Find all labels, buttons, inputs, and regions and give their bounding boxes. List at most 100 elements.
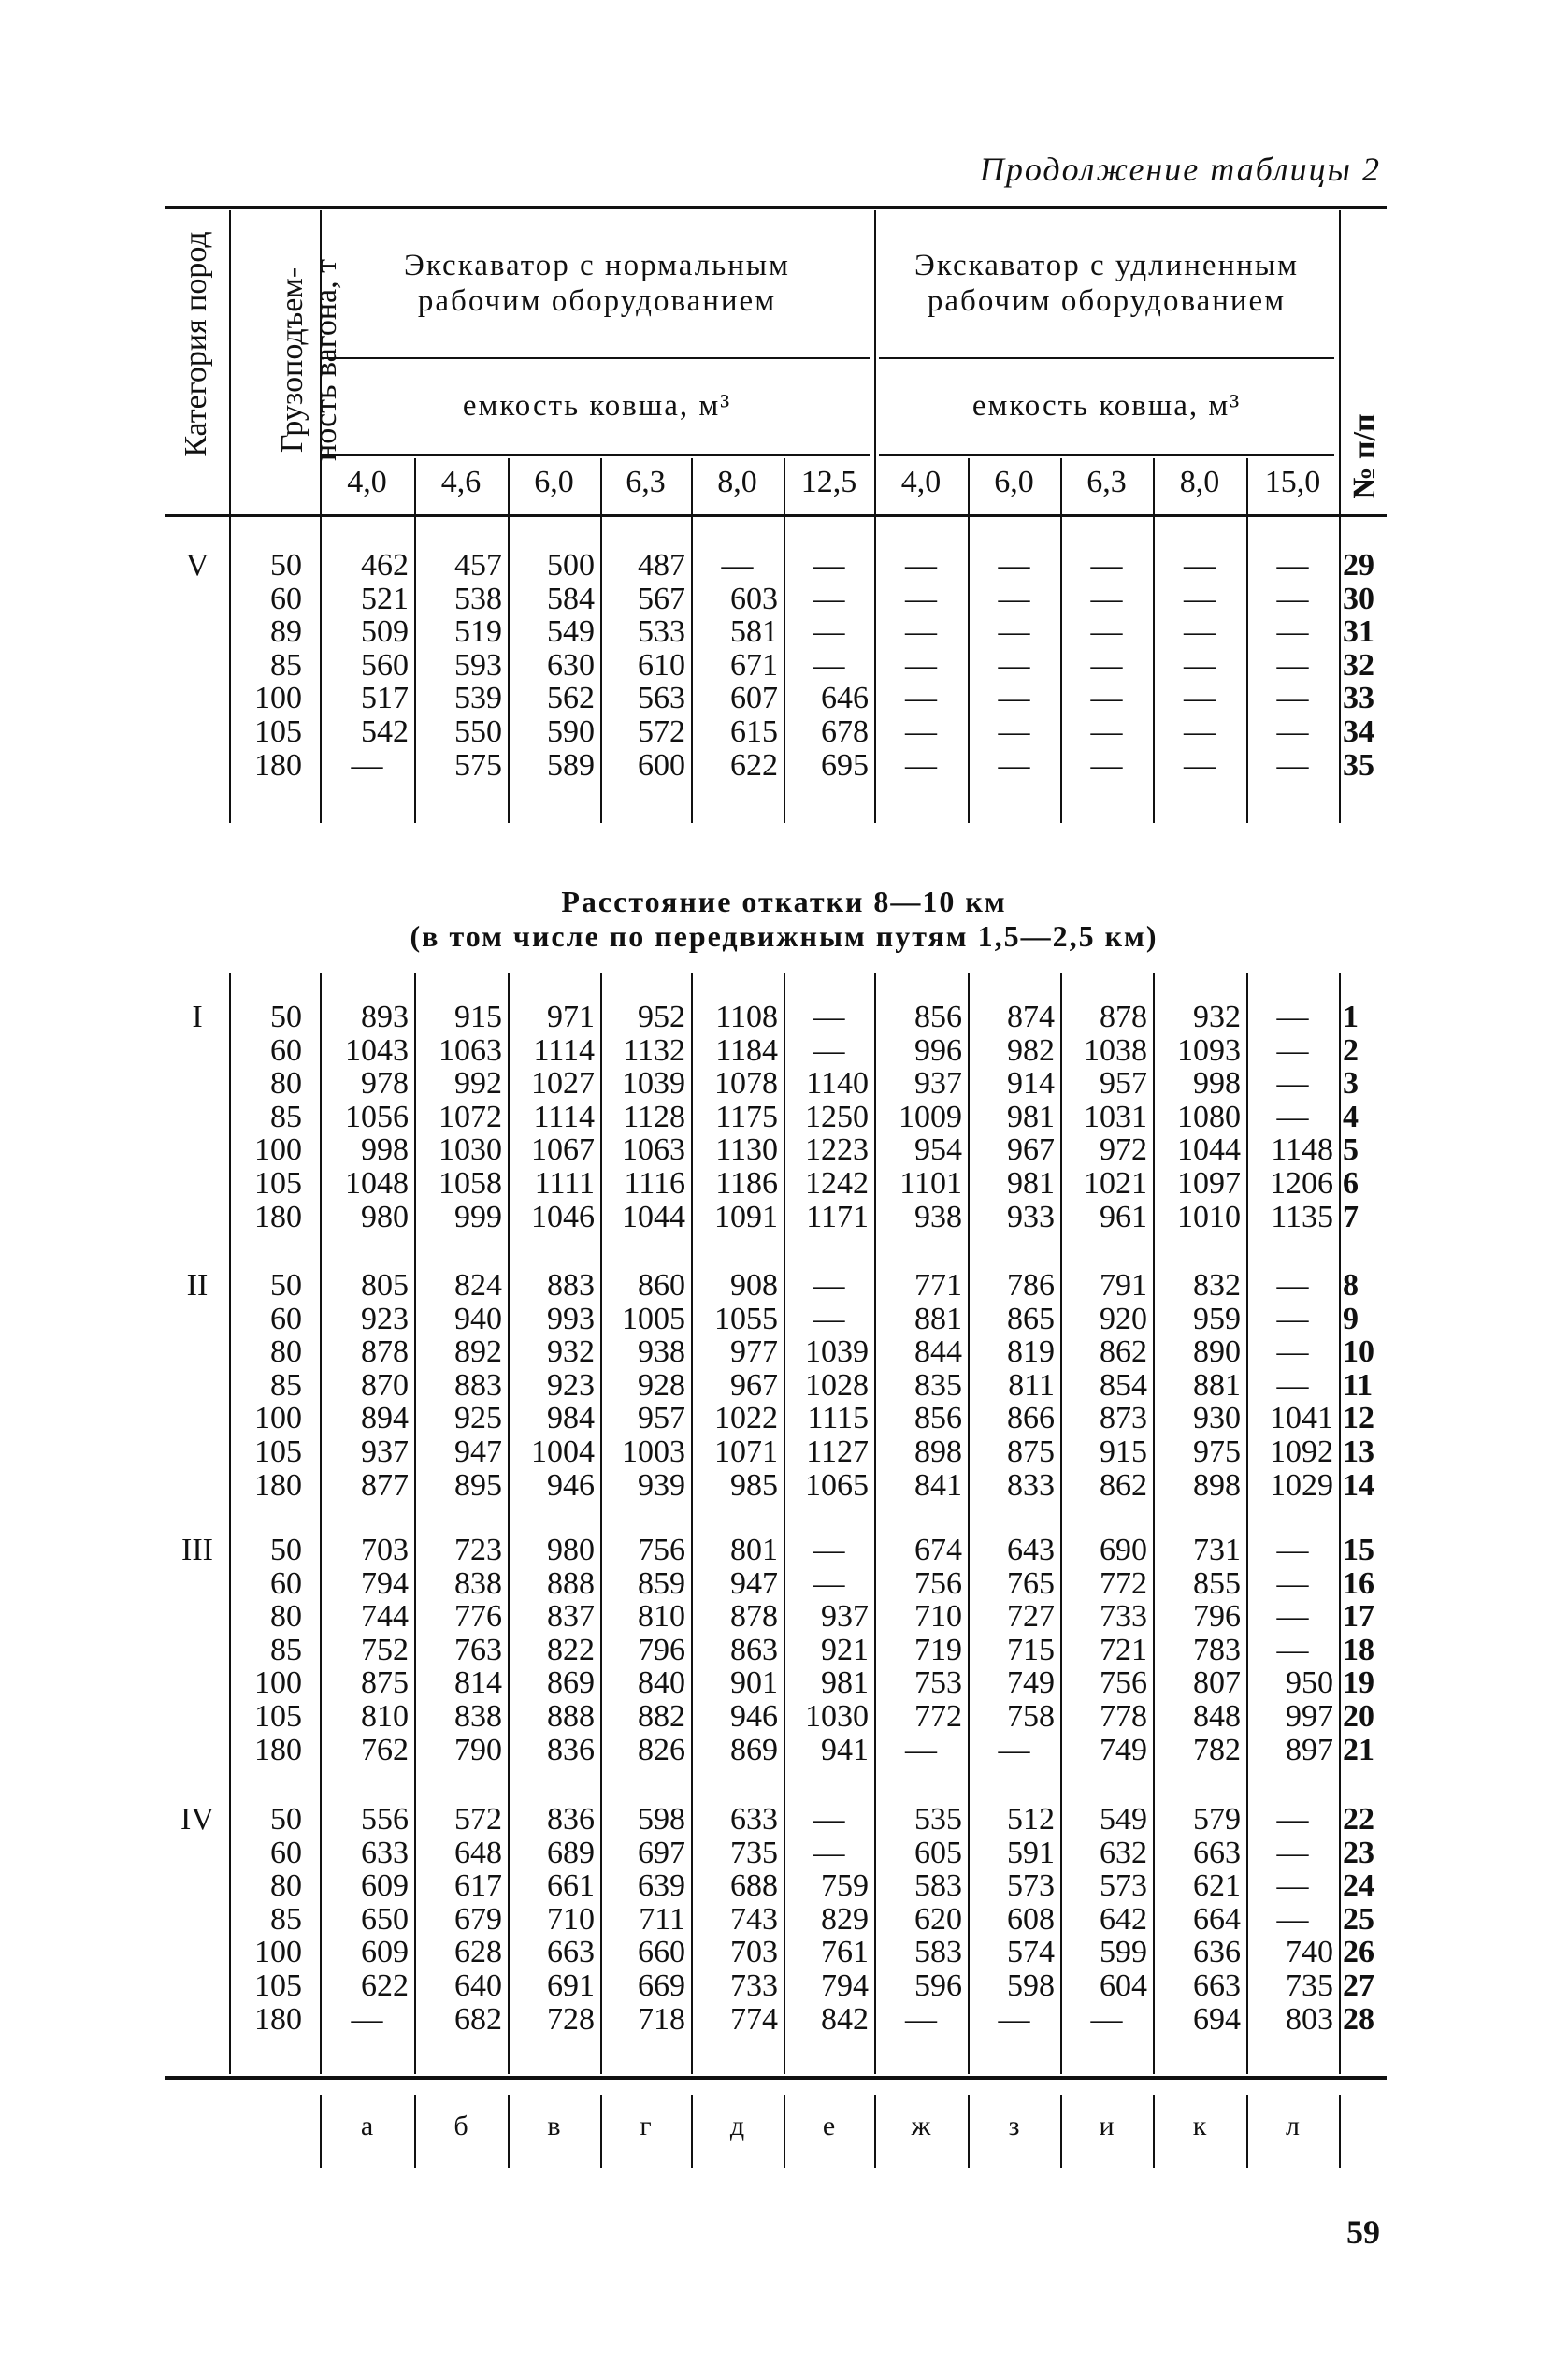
- wagon-capacity: 89: [270, 614, 302, 650]
- column-divider: [1246, 2095, 1248, 2168]
- table-cell: 715: [1007, 1632, 1055, 1667]
- table-cell: 549: [547, 614, 595, 650]
- table-cell: 875: [1007, 1434, 1055, 1469]
- column-divider: [1153, 458, 1155, 514]
- table-cell: 930: [1193, 1401, 1241, 1436]
- table-cell: 981: [1007, 1099, 1055, 1134]
- row-number: 7: [1343, 1199, 1359, 1234]
- table-cell: 1093: [1177, 1032, 1241, 1068]
- column-letter: а: [360, 2111, 374, 2141]
- table-cell: 535: [914, 1802, 962, 1837]
- table-cell: 778: [1100, 1699, 1147, 1734]
- table-cell: 679: [454, 1901, 502, 1937]
- table-cell: 776: [454, 1599, 502, 1635]
- row-number: 31: [1343, 614, 1374, 650]
- table-cell: 607: [730, 681, 778, 716]
- wagon-capacity: 105: [254, 1166, 302, 1201]
- row-number: 27: [1343, 1968, 1374, 2003]
- table-cell: 743: [730, 1901, 778, 1937]
- table-cell: 837: [547, 1599, 595, 1635]
- column-divider: [691, 973, 693, 2074]
- table-cell: —: [813, 1565, 845, 1601]
- table-cell: 796: [1193, 1599, 1241, 1635]
- table-cell: 671: [730, 647, 778, 683]
- table-cell: 862: [1100, 1467, 1147, 1503]
- table-cell: 1038: [1084, 1032, 1147, 1068]
- table-cell: 999: [454, 1199, 502, 1234]
- column-divider: [784, 458, 785, 514]
- column-divider: [691, 458, 693, 514]
- table-cell: 1058: [439, 1166, 502, 1201]
- table-cell: 893: [361, 1000, 409, 1034]
- column-divider: [1339, 210, 1341, 514]
- column-divider: [1153, 2095, 1155, 2168]
- page-number: 59: [1346, 2213, 1380, 2251]
- table-cell: 914: [1007, 1066, 1055, 1102]
- table-cell: 859: [638, 1565, 685, 1601]
- table-cell: 622: [730, 747, 778, 783]
- bucket-size: 4,0: [347, 465, 387, 499]
- table-cell: 533: [638, 614, 685, 650]
- table-cell: —: [1184, 714, 1216, 749]
- table-cell: —: [1184, 581, 1216, 616]
- table-cell: 1080: [1177, 1099, 1241, 1134]
- table-cell: —: [1276, 1334, 1309, 1370]
- column-divider: [1060, 2095, 1062, 2168]
- table-cell: 1039: [622, 1066, 685, 1102]
- row-number: 3: [1343, 1066, 1359, 1102]
- table-cell: 840: [638, 1665, 685, 1701]
- table-cell: —: [1184, 647, 1216, 683]
- table-cell: 727: [1007, 1599, 1055, 1635]
- table-cell: —: [1276, 1000, 1309, 1034]
- column-divider: [600, 458, 602, 514]
- table-cell: —: [998, 681, 1030, 716]
- table-cell: 881: [914, 1301, 962, 1336]
- table-cell: —: [813, 1802, 845, 1837]
- table-cell: 1067: [531, 1132, 595, 1168]
- table-cell: 932: [547, 1334, 595, 1370]
- wagon-capacity: 85: [270, 1367, 302, 1403]
- table-cell: 992: [454, 1066, 502, 1102]
- table-cell: 888: [547, 1565, 595, 1601]
- table-cell: —: [351, 2001, 383, 2037]
- column-divider: [600, 515, 602, 823]
- table-cell: —: [1184, 681, 1216, 716]
- table-cell: —: [905, 548, 937, 583]
- table-cell: 556: [361, 1802, 409, 1837]
- table-cell: 1101: [899, 1166, 962, 1201]
- table-cell: 723: [454, 1533, 502, 1567]
- table-cell: 562: [547, 681, 595, 716]
- table-cell: 761: [821, 1935, 869, 1970]
- table-cell: 796: [638, 1632, 685, 1667]
- table-cell: —: [998, 747, 1030, 783]
- wagon-capacity: 105: [254, 714, 302, 749]
- table-cell: 959: [1193, 1301, 1241, 1336]
- column-divider: [691, 515, 693, 823]
- table-cell: 937: [914, 1066, 962, 1102]
- table-cell: 791: [1100, 1268, 1147, 1303]
- table-cell: —: [1090, 2001, 1123, 2037]
- table-cell: 1097: [1177, 1166, 1241, 1201]
- header-number: № п/п: [1347, 413, 1382, 499]
- table-cell: —: [721, 548, 754, 583]
- table-cell: 790: [454, 1732, 502, 1767]
- table-cell: 642: [1100, 1901, 1147, 1937]
- table-cell: 694: [1193, 2001, 1241, 2037]
- table-cell: —: [1276, 1599, 1309, 1635]
- table-cell: 882: [638, 1699, 685, 1734]
- table-cell: 604: [1100, 1968, 1147, 2003]
- table-cell: 1128: [623, 1099, 685, 1134]
- table-cell: 993: [547, 1301, 595, 1336]
- table-cell: 617: [454, 1868, 502, 1904]
- table-cell: 756: [638, 1533, 685, 1567]
- table-cell: 632: [1100, 1835, 1147, 1870]
- table-cell: —: [1276, 1032, 1309, 1068]
- table-cell: 661: [547, 1868, 595, 1904]
- table-cell: 946: [730, 1699, 778, 1734]
- table-cell: 605: [914, 1835, 962, 1870]
- wagon-capacity: 80: [270, 1066, 302, 1102]
- table-cell: 1044: [1177, 1132, 1241, 1168]
- table-cell: 1027: [531, 1066, 595, 1102]
- bucket-size: 6,0: [534, 465, 574, 499]
- table-cell: 663: [547, 1935, 595, 1970]
